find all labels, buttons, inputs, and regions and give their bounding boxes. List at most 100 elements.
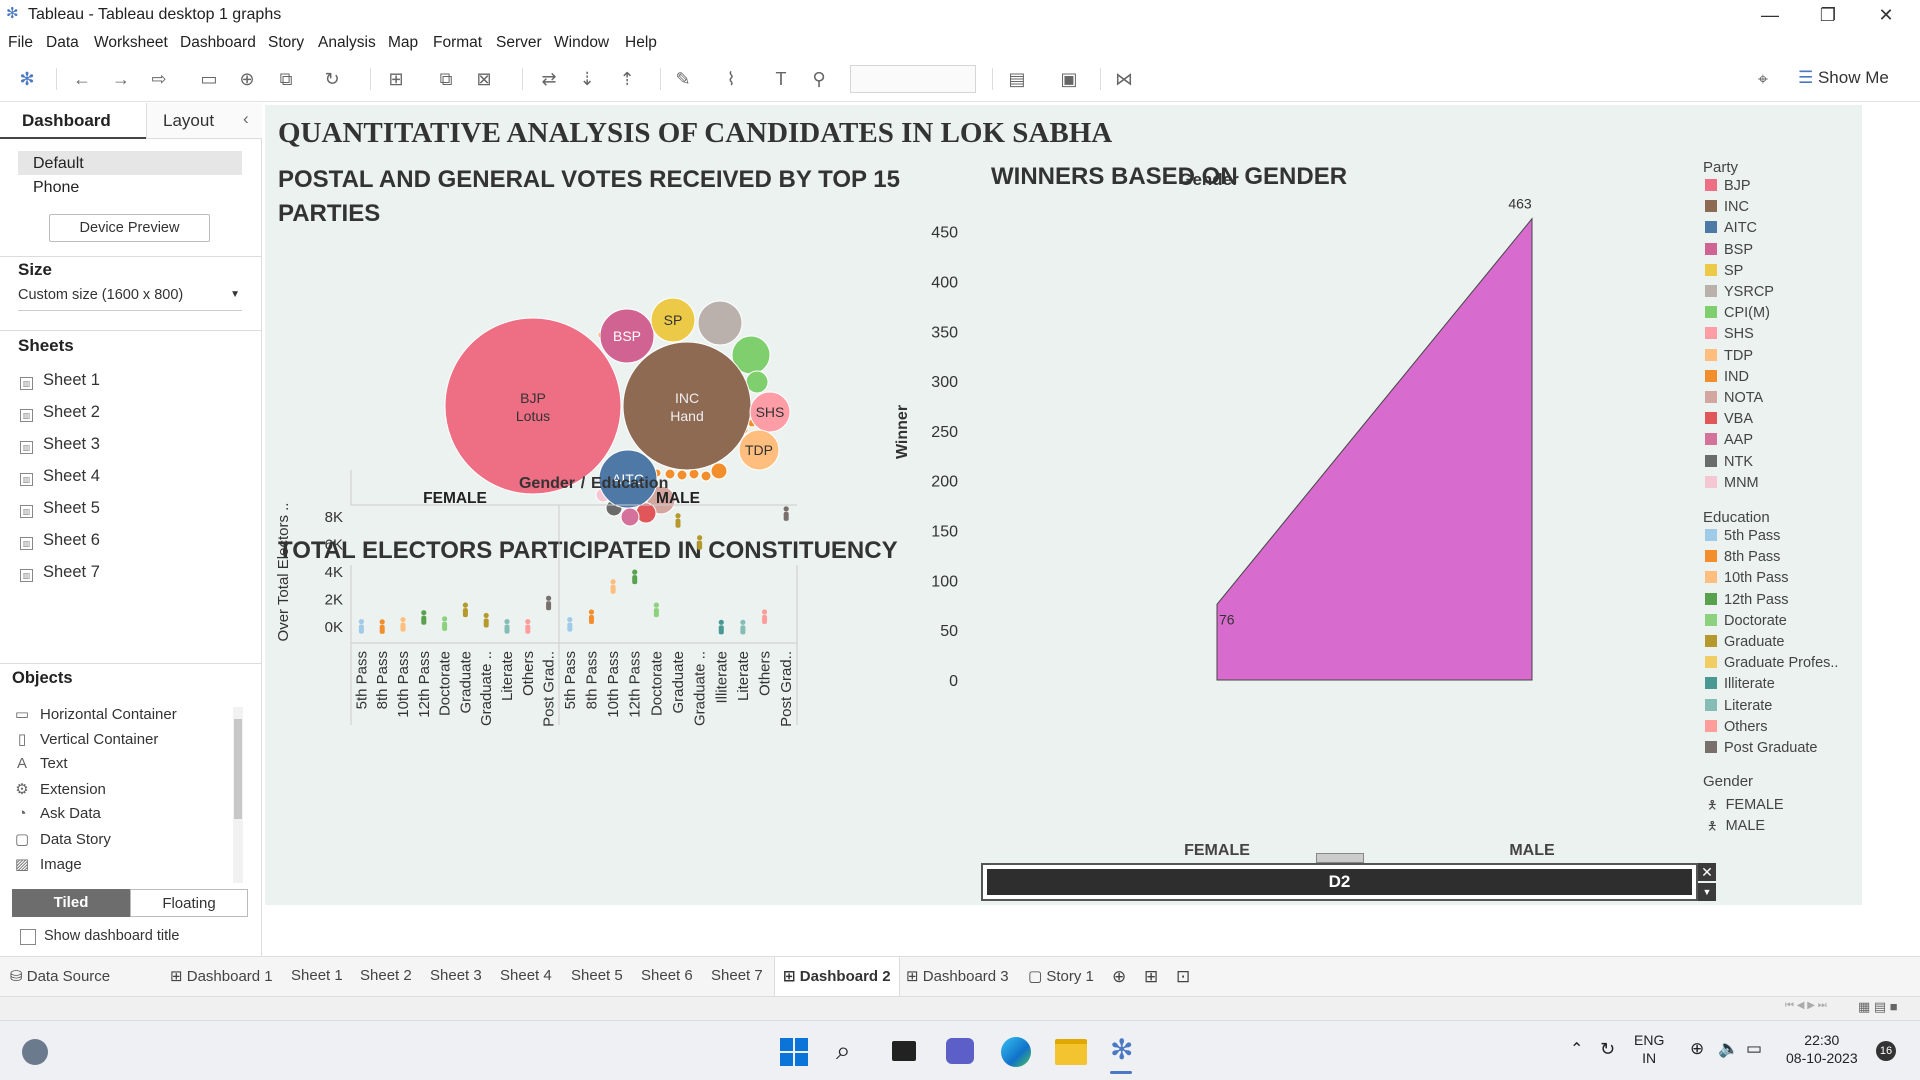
swap-icon[interactable]: ⇄	[541, 69, 557, 89]
more-options-icon[interactable]: ▼	[1698, 883, 1716, 901]
weather-icon[interactable]	[22, 1039, 48, 1065]
sheet-item[interactable]: ▥ Sheet 2	[20, 403, 100, 422]
size-dropdown[interactable]: Custom size (1600 x 800) ▼	[18, 287, 242, 311]
sheet-item[interactable]: ▥ Sheet 7	[20, 563, 100, 582]
teams-icon[interactable]	[946, 1038, 974, 1064]
menu-map[interactable]: Map	[388, 34, 419, 51]
party-legend-item[interactable]: SP	[1705, 263, 1743, 279]
tab-sheet-4[interactable]: Sheet 4	[500, 967, 552, 984]
object-item[interactable]: A Text	[14, 755, 68, 772]
menu-help[interactable]: Help	[625, 34, 657, 51]
restore-icon[interactable]: ❐	[1819, 5, 1837, 25]
duplicate-icon[interactable]: ⧉	[439, 69, 453, 89]
legend-female[interactable]: 🯅 FEMALE	[1707, 797, 1784, 813]
party-legend-item[interactable]: CPI(M)	[1705, 305, 1770, 321]
menu-story[interactable]: Story	[268, 34, 305, 51]
group-icon[interactable]: ⌇	[726, 69, 736, 89]
party-legend-item[interactable]: IND	[1705, 369, 1749, 385]
undo-icon[interactable]: ←	[73, 69, 91, 89]
replay-icon[interactable]: ⇨	[151, 69, 167, 89]
party-legend-item[interactable]: SHS	[1705, 326, 1754, 342]
tab-layout[interactable]: Layout ‹	[146, 103, 262, 139]
education-legend-item[interactable]: Graduate Profes..	[1705, 655, 1838, 671]
task-view-icon[interactable]	[892, 1041, 916, 1061]
menu-worksheet[interactable]: Worksheet	[94, 34, 168, 51]
object-item[interactable]: ⚙ Extension	[15, 781, 106, 798]
search-icon[interactable]: ⌕	[836, 1035, 851, 1065]
tab-dashboard-3[interactable]: ⊞ Dashboard 3	[906, 968, 1009, 985]
menu-server[interactable]: Server	[496, 34, 542, 51]
tab-sheet-6[interactable]: Sheet 6	[641, 967, 693, 984]
share-icon[interactable]: ⋈	[1115, 69, 1133, 89]
education-legend-item[interactable]: 5th Pass	[1705, 528, 1780, 544]
refresh-icon[interactable]: ↻	[324, 69, 340, 89]
objects-scrollbar[interactable]	[233, 707, 243, 883]
device-phone[interactable]: Phone	[33, 179, 80, 196]
close-icon[interactable]: ✕	[1878, 5, 1894, 25]
menu-format[interactable]: Format	[433, 34, 483, 51]
party-legend-item[interactable]: AAP	[1705, 432, 1753, 448]
party-legend-item[interactable]: BJP	[1705, 178, 1751, 194]
party-legend-item[interactable]: MNM	[1705, 475, 1759, 491]
view-toggle-icons[interactable]: ▦ ▤ ■	[1858, 999, 1898, 1014]
party-legend-item[interactable]: TDP	[1705, 348, 1753, 364]
new-dashboard-tab-icon[interactable]: ⊞	[1144, 967, 1159, 986]
new-worksheet-tab-icon[interactable]: ⊕	[1112, 967, 1127, 986]
sheet-item[interactable]: ▥ Sheet 5	[20, 499, 100, 518]
charts-svg[interactable]: BJP Lotus INC Hand BSP SP SHS TDP AITC Gender / Edu…	[265, 105, 1862, 905]
new-story-tab-icon[interactable]: ⊡	[1176, 967, 1191, 986]
education-legend-item[interactable]: Others	[1705, 719, 1768, 735]
education-legend-item[interactable]: Graduate	[1705, 634, 1784, 650]
fit-dropdown[interactable]	[850, 65, 976, 93]
tab-sheet-5[interactable]: Sheet 5	[571, 967, 623, 984]
format-painter-icon[interactable]: ⌖	[1757, 69, 1769, 89]
notification-badge[interactable]: 16	[1876, 1041, 1896, 1061]
sheet-item[interactable]: ▥ Sheet 1	[20, 371, 100, 390]
resize-handle[interactable]	[1316, 853, 1364, 863]
battery-icon[interactable]: ▭	[1746, 1039, 1763, 1058]
tab-dashboard-2[interactable]: ⊞ Dashboard 2	[774, 957, 900, 997]
show-me-button[interactable]: ☰ Show Me	[1798, 68, 1889, 87]
education-legend-item[interactable]: 8th Pass	[1705, 549, 1780, 565]
party-legend-item[interactable]: NOTA	[1705, 390, 1763, 406]
floating-object[interactable]: D2	[981, 863, 1698, 901]
object-item[interactable]: ▨ Image	[14, 856, 82, 873]
network-icon[interactable]: ⊕	[1690, 1039, 1705, 1058]
menu-analysis[interactable]: Analysis	[318, 34, 376, 51]
object-item[interactable]: ▢ Data Story	[14, 831, 111, 848]
sync-icon[interactable]: ↻	[1600, 1039, 1616, 1059]
education-legend-item[interactable]: Illiterate	[1705, 676, 1775, 692]
language-indicator[interactable]: ENG IN	[1634, 1032, 1665, 1066]
menu-dashboard[interactable]: Dashboard	[180, 34, 256, 51]
tab-dashboard[interactable]: Dashboard	[0, 103, 146, 139]
party-legend-item[interactable]: BSP	[1705, 242, 1753, 258]
show-title-checkbox[interactable]	[20, 929, 36, 945]
volume-icon[interactable]: 🔈	[1718, 1039, 1740, 1058]
tab-sheet-1[interactable]: Sheet 1	[291, 967, 343, 984]
menu-file[interactable]: File	[8, 34, 33, 51]
tab-dashboard-1[interactable]: ⊞ Dashboard 1	[170, 968, 273, 985]
floating-toggle[interactable]: Floating	[130, 889, 248, 917]
redo-icon[interactable]: →	[112, 69, 130, 89]
sort-desc-icon[interactable]: ⇡	[619, 69, 635, 89]
education-legend-item[interactable]: 12th Pass	[1705, 592, 1789, 608]
labels-icon[interactable]: T	[775, 69, 787, 89]
tab-data-source[interactable]: ⛁ Data Source	[10, 968, 111, 985]
highlight-icon[interactable]: ✎	[675, 69, 691, 89]
sheet-item[interactable]: ▥ Sheet 6	[20, 531, 100, 550]
object-item[interactable]: ▯ Vertical Container	[14, 730, 159, 748]
tiled-toggle[interactable]: Tiled	[12, 889, 130, 917]
pin-icon[interactable]: ⚲	[812, 69, 826, 89]
tab-sheet-7[interactable]: Sheet 7	[711, 967, 763, 984]
education-legend-item[interactable]: Literate	[1705, 698, 1772, 714]
file-explorer-icon[interactable]	[1055, 1039, 1087, 1065]
education-legend-item[interactable]: Post Graduate	[1705, 740, 1818, 756]
show-cards-icon[interactable]: ▤	[1008, 69, 1026, 89]
sort-asc-icon[interactable]: ⇣	[579, 69, 595, 89]
tab-sheet-2[interactable]: Sheet 2	[360, 967, 412, 984]
new-datasource-icon[interactable]: ⊕	[239, 69, 255, 89]
object-item[interactable]: ▭ Horizontal Container	[14, 706, 177, 723]
education-legend-item[interactable]: Doctorate	[1705, 613, 1787, 629]
education-legend-item[interactable]: 10th Pass	[1705, 570, 1789, 586]
windows-start-icon[interactable]	[780, 1038, 808, 1066]
